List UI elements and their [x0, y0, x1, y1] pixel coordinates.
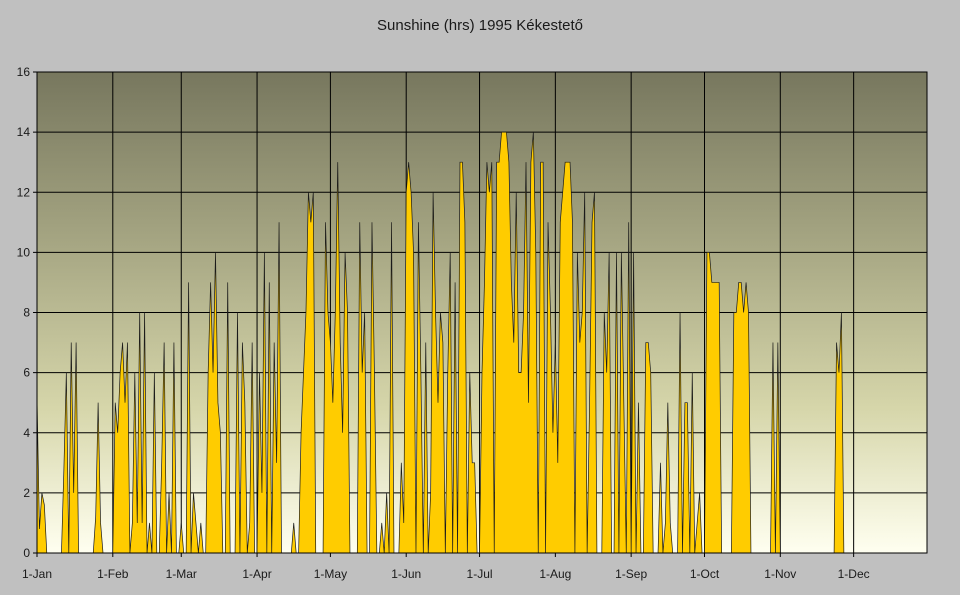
x-tick-label-1-Feb: 1-Feb — [97, 567, 129, 581]
chart-root: Sunshine (hrs) 1995 Kékestető 0 2 4 6 8 10 12 1… — [0, 0, 960, 595]
x-tick-label-1-Jun: 1-Jun — [391, 567, 421, 581]
chart-title: Sunshine (hrs) 1995 Kékestető — [377, 17, 583, 34]
x-tick-label-1-Aug: 1-Aug — [539, 567, 571, 581]
y-axis-ticks: 0 2 4 6 8 10 12 14 16 — [17, 65, 37, 560]
y-tick-label-16: 16 — [17, 65, 31, 79]
y-tick-label-4: 4 — [23, 426, 30, 440]
x-tick-label-1-Sep: 1-Sep — [615, 567, 647, 581]
y-tick-label-2: 2 — [23, 486, 30, 500]
x-tick-label-1-Jul: 1-Jul — [467, 567, 493, 581]
y-tick-label-0: 0 — [23, 546, 30, 560]
x-tick-label-1-Nov: 1-Nov — [764, 567, 796, 581]
x-tick-label-1-Apr: 1-Apr — [242, 567, 271, 581]
y-tick-label-8: 8 — [23, 306, 30, 320]
x-tick-label-1-Oct: 1-Oct — [690, 567, 720, 581]
y-tick-label-12: 12 — [17, 185, 31, 199]
y-tick-label-14: 14 — [17, 125, 31, 139]
sunshine-chart: Sunshine (hrs) 1995 Kékestető 0 2 4 6 8 10 12 1… — [0, 0, 960, 595]
x-tick-label-1-Mar: 1-Mar — [166, 567, 197, 581]
y-tick-label-10: 10 — [17, 245, 31, 259]
x-axis-ticks: 1-Jan 1-Feb 1-Mar 1-Apr 1-May 1-Jun 1-Jul 1-Aug… — [22, 553, 870, 581]
y-tick-label-6: 6 — [23, 366, 30, 380]
x-tick-label-1-Dec: 1-Dec — [838, 567, 870, 581]
x-tick-label-1-May: 1-May — [314, 567, 347, 581]
x-tick-label-1-Jan: 1-Jan — [22, 567, 52, 581]
